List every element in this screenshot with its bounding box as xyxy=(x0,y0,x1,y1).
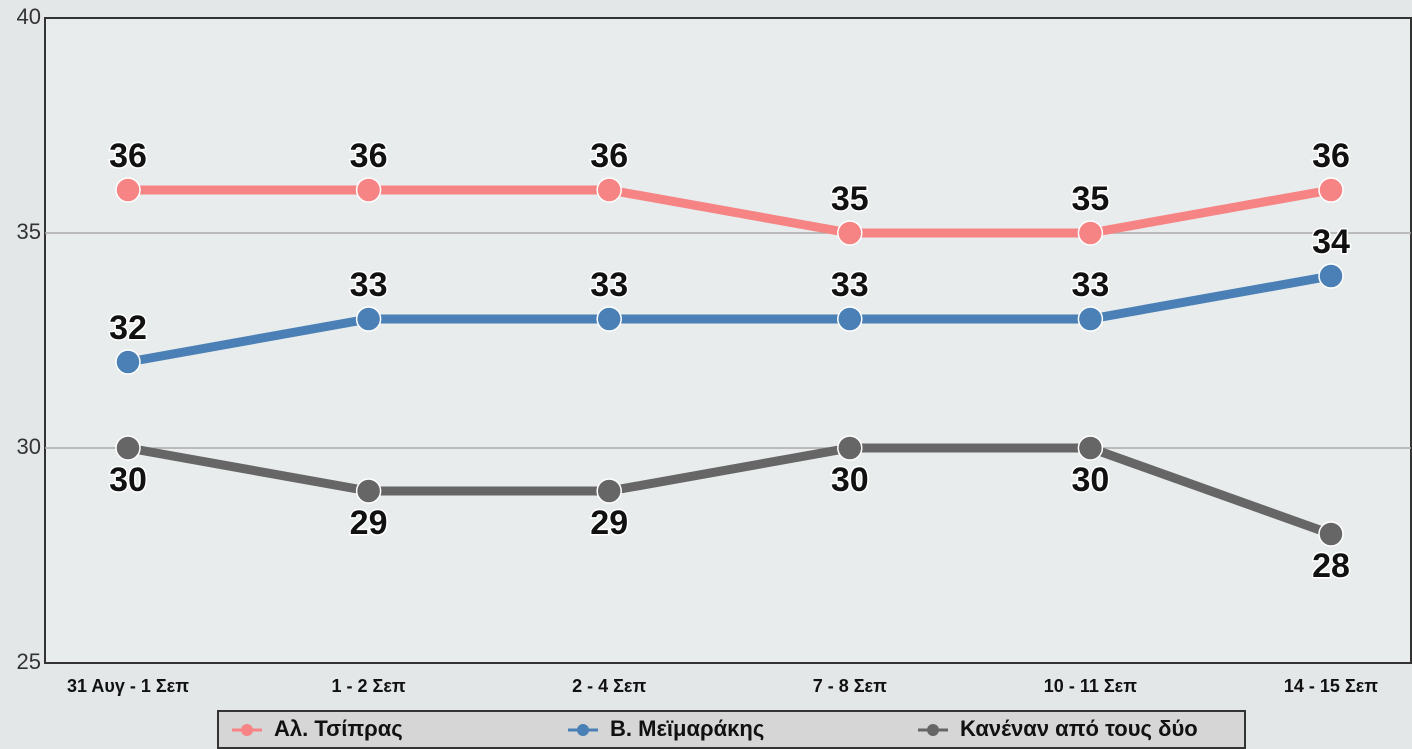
data-label: 35 xyxy=(831,180,869,218)
point xyxy=(1077,220,1104,246)
legend-label: Β. Μεϊμαράκης xyxy=(610,716,764,741)
point xyxy=(1077,435,1104,461)
legend-marker xyxy=(241,724,253,736)
x-tick-label: 14 - 15 Σεπ xyxy=(1284,676,1378,696)
data-label: 35 xyxy=(1071,180,1109,218)
data-label: 36 xyxy=(350,137,388,175)
point xyxy=(115,177,141,203)
legend-label: Αλ. Τσίπρας xyxy=(274,716,403,741)
data-label: 36 xyxy=(109,137,147,175)
series-line xyxy=(128,185,1332,238)
point xyxy=(837,435,863,461)
point xyxy=(1318,177,1344,203)
legend-label: Κανέναν από τους δύο xyxy=(960,716,1198,741)
point xyxy=(355,306,382,332)
x-tick-label: 31 Αυγ - 1 Σεπ xyxy=(67,676,189,696)
point xyxy=(837,306,863,332)
data-label: 33 xyxy=(350,266,388,304)
series-line xyxy=(127,271,1332,367)
point xyxy=(115,435,141,461)
point xyxy=(596,177,622,203)
data-label: 33 xyxy=(831,266,869,304)
data-label: 30 xyxy=(831,461,869,499)
data-label: 29 xyxy=(590,504,628,542)
data-label: 30 xyxy=(1071,461,1109,499)
point xyxy=(837,220,863,246)
point xyxy=(596,478,622,504)
legend-marker xyxy=(577,724,589,736)
data-label: 36 xyxy=(590,137,628,175)
data-label: 34 xyxy=(1312,223,1350,261)
data-label: 36 xyxy=(1312,137,1350,175)
x-tick-label: 1 - 2 Σεπ xyxy=(332,676,406,696)
data-label: 29 xyxy=(350,504,388,542)
point xyxy=(355,478,382,504)
data-label: 33 xyxy=(1071,266,1109,304)
point xyxy=(1077,306,1104,332)
legend-marker xyxy=(927,724,939,736)
data-label: 28 xyxy=(1312,547,1350,585)
point xyxy=(115,349,141,375)
data-label: 32 xyxy=(109,309,147,347)
data-label: 33 xyxy=(590,266,628,304)
x-tick-label: 7 - 8 Σεπ xyxy=(813,676,887,696)
y-tick-label: 25 xyxy=(17,649,41,674)
series-line xyxy=(127,443,1333,539)
x-tick-label: 10 - 11 Σεπ xyxy=(1044,676,1137,696)
point xyxy=(355,177,382,203)
legend xyxy=(217,710,1246,749)
y-tick-label: 35 xyxy=(17,219,41,244)
y-tick-label: 40 xyxy=(17,4,41,29)
data-label: 30 xyxy=(109,461,147,499)
point xyxy=(1318,521,1344,547)
point xyxy=(1318,263,1344,289)
y-tick-label: 30 xyxy=(17,434,41,459)
point xyxy=(596,306,622,332)
x-tick-label: 2 - 4 Σεπ xyxy=(572,676,646,696)
